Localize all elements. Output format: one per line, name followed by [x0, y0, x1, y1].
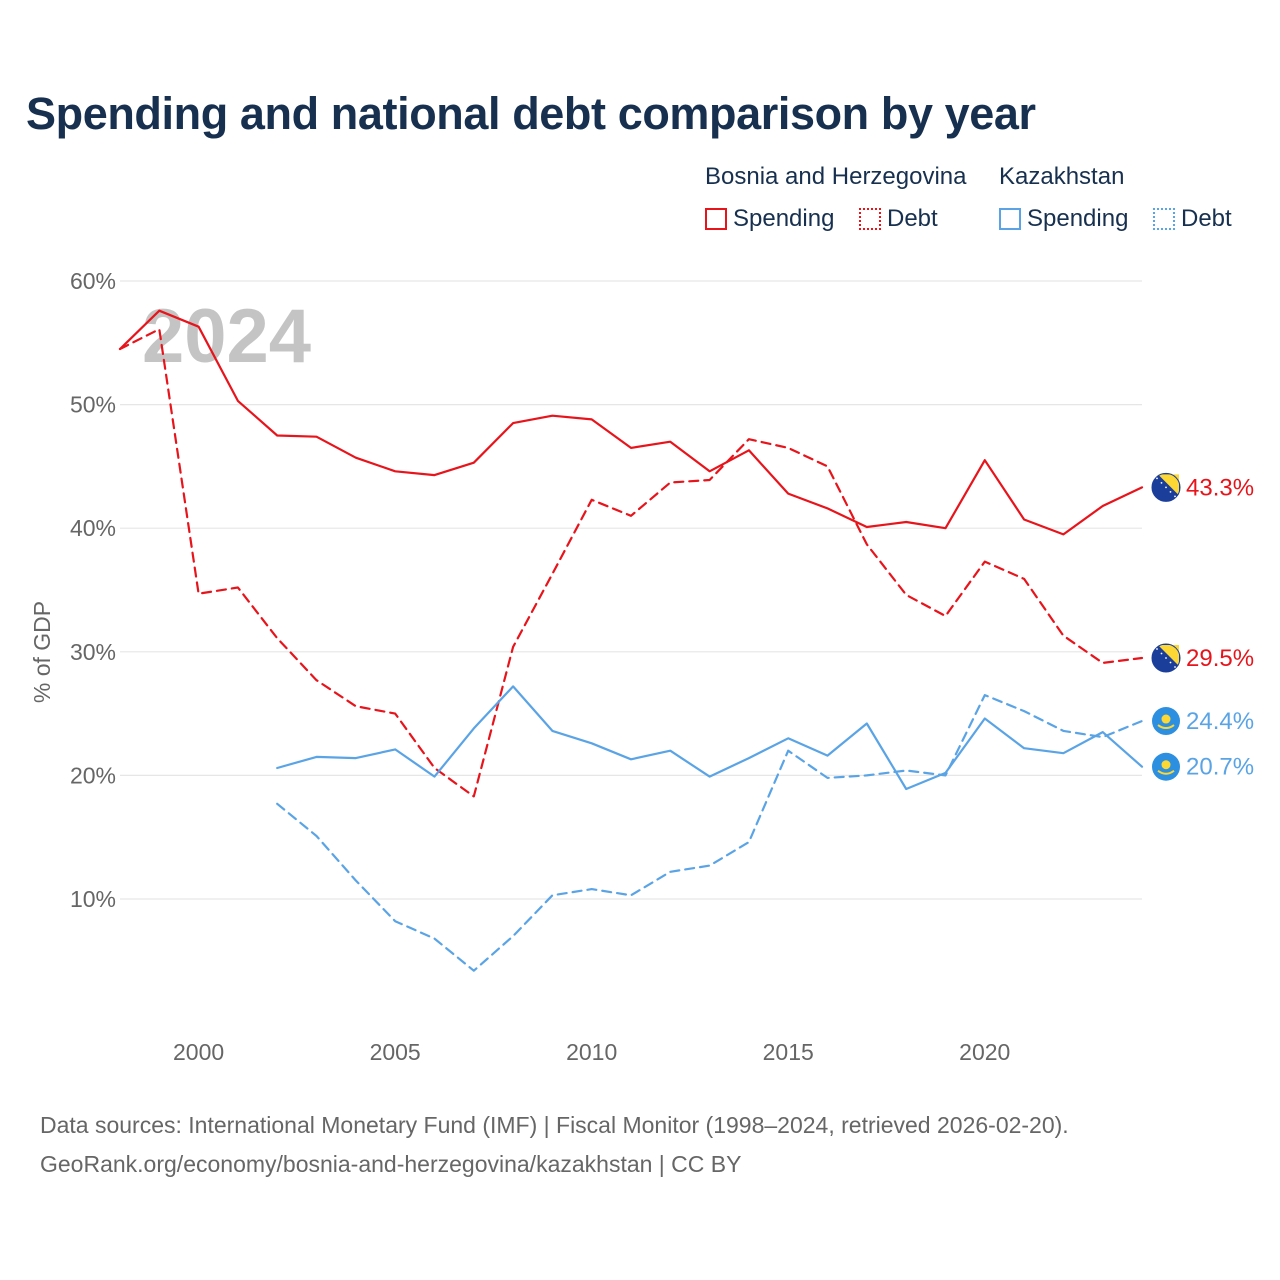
x-tick-label: 2015	[763, 1039, 814, 1065]
y-tick-label: 40%	[70, 515, 116, 541]
flag-star	[1160, 482, 1163, 484]
flag-eagle	[1157, 724, 1175, 730]
y-tick-label: 10%	[70, 886, 116, 912]
legend-bosnia-debt[interactable]: Debt	[859, 205, 938, 233]
legend-swatch-bosnia-spending	[705, 208, 727, 230]
flag-star	[1165, 486, 1167, 489]
data-sources: Data sources: International Monetary Fun…	[40, 1106, 1069, 1184]
end-label-bosnia-and-herzegovina-spending: 43.3%	[1186, 474, 1254, 501]
y-tick-label: 60%	[70, 268, 116, 294]
flag-star	[1174, 495, 1176, 498]
flag-star	[1156, 648, 1158, 650]
flag-star	[1169, 491, 1172, 493]
legend-kazakhstan-spending[interactable]: Spending	[999, 205, 1128, 233]
series-line-kazakhstan-spending	[276, 685, 1144, 791]
legend-label-kazakhstan-debt: Debt	[1181, 205, 1232, 232]
legend-bosnia-spending[interactable]: Spending	[705, 205, 834, 233]
series-line-bosnia-and-herzegovina-spending	[118, 309, 1144, 536]
bosnia-flag-icon	[1151, 472, 1181, 502]
kazakhstan-flag-icon	[1152, 752, 1180, 781]
x-tick-label: 2010	[566, 1039, 617, 1065]
legend-label-kazakhstan-spending: Spending	[1027, 205, 1129, 232]
x-tick-label: 2005	[370, 1039, 421, 1065]
x-tick-label: 2000	[173, 1039, 224, 1065]
line-chart: 2024 10% 20% 30% 40% 50% 60% 2000 2005 2010 2015…	[29, 268, 1254, 1065]
y-tick-label: 50%	[70, 392, 116, 418]
flag-triangle	[1158, 644, 1179, 666]
legend-swatch-kazakhstan-debt	[1153, 208, 1175, 230]
y-tick-label: 30%	[70, 639, 116, 665]
y-tick-label: 20%	[70, 762, 116, 788]
flag-star	[1156, 477, 1158, 480]
y-axis-label: % of GDP	[29, 601, 55, 703]
legend-group-bosnia: Bosnia and Herzegovina	[705, 163, 967, 190]
legend-swatch-bosnia-debt	[859, 208, 881, 230]
legend-label-bosnia-spending: Spending	[733, 205, 835, 232]
flag-sun	[1161, 714, 1171, 724]
chart-title: Spending and national debt comparison by…	[26, 88, 1036, 139]
bosnia-flag-icon	[1151, 643, 1181, 673]
end-label-bosnia-and-herzegovina-debt: 29.5%	[1186, 645, 1254, 672]
flag-triangle	[1158, 474, 1179, 496]
legend-label-bosnia-debt: Debt	[887, 205, 938, 232]
series-line-bosnia-and-herzegovina-debt	[118, 328, 1144, 798]
flag-sun	[1161, 760, 1171, 770]
flag-star	[1160, 652, 1163, 655]
flag-star	[1165, 657, 1167, 659]
year-watermark: 2024	[142, 294, 311, 379]
sources-line-1: Data sources: International Monetary Fun…	[40, 1112, 1069, 1138]
flag-star	[1174, 666, 1176, 668]
legend-kazakhstan-debt[interactable]: Debt	[1153, 205, 1232, 233]
end-label-kazakhstan-spending: 20.7%	[1186, 754, 1254, 781]
sources-line-2: GeoRank.org/economy/bosnia-and-herzegovi…	[40, 1151, 742, 1177]
flag-eagle	[1157, 769, 1175, 775]
kazakhstan-flag-icon	[1152, 707, 1180, 736]
flag-star	[1169, 661, 1172, 664]
x-tick-label: 2020	[959, 1039, 1010, 1065]
legend-swatch-kazakhstan-spending	[999, 208, 1021, 230]
flag-rim	[1151, 472, 1181, 502]
legend-group-kazakhstan: Kazakhstan	[999, 163, 1125, 190]
series-line-kazakhstan-debt	[276, 693, 1144, 972]
flag-rim	[1151, 643, 1181, 673]
end-label-kazakhstan-debt: 24.4%	[1186, 708, 1254, 735]
